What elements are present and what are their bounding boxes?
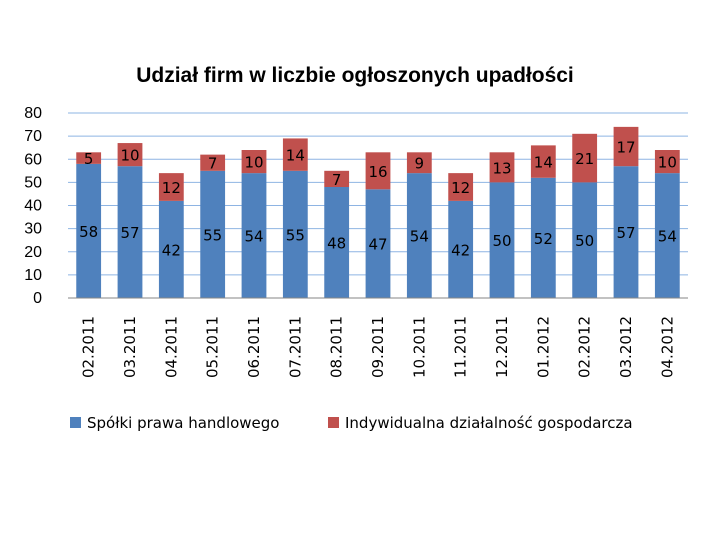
data-label: 9	[415, 155, 425, 173]
data-label: 54	[658, 228, 677, 246]
data-label: 54	[410, 228, 429, 246]
bar-indywidualna	[489, 152, 515, 183]
data-label: 54	[244, 228, 263, 246]
bar-spolki	[200, 170, 226, 298]
y-tick-label: 40	[24, 198, 42, 215]
x-tick-label: 04.2012	[658, 316, 676, 378]
bar-spolki	[489, 182, 515, 298]
x-tick-label: 02.2011	[80, 316, 98, 378]
data-label: 58	[79, 223, 98, 241]
bars	[76, 126, 680, 298]
bar-indywidualna	[530, 145, 556, 178]
bar-spolki	[117, 166, 143, 298]
data-label: 55	[286, 226, 305, 244]
data-label: 48	[327, 235, 346, 253]
data-label: 10	[244, 154, 263, 172]
bar-spolki	[406, 173, 432, 298]
legend: Spółki prawa handlowego Indywidualna dzi…	[70, 414, 633, 432]
data-label: 47	[368, 236, 387, 254]
bar-spolki	[158, 200, 184, 298]
y-tick-label: 30	[24, 221, 42, 238]
x-tick-label: 08.2011	[328, 316, 346, 378]
data-label: 7	[208, 155, 218, 173]
data-label: 10	[120, 147, 139, 165]
data-labels: 5855710421255754105514487471654942125013…	[79, 139, 677, 260]
x-tick-label: 01.2012	[534, 316, 552, 378]
bar-spolki	[654, 173, 680, 298]
legend-swatch-indywidualna	[328, 417, 339, 428]
bar-spolki	[613, 166, 639, 298]
bar-indywidualna	[282, 138, 308, 171]
legend-swatch-spolki	[70, 417, 81, 428]
chart-title: Udział firm w liczbie ogłoszonych upadło…	[136, 64, 574, 87]
y-tick-label: 50	[24, 174, 42, 191]
data-label: 50	[492, 232, 511, 250]
data-label: 55	[203, 226, 222, 244]
bar-spolki	[365, 189, 391, 298]
x-tick-label: 02.2012	[576, 316, 594, 378]
bar-indywidualna	[324, 170, 350, 187]
bar-indywidualna	[365, 152, 391, 190]
bar-spolki	[324, 187, 350, 298]
x-tick-label: 07.2011	[286, 316, 304, 378]
x-tick-label: 11.2011	[452, 316, 470, 378]
bar-indywidualna	[117, 143, 143, 167]
y-tick-label: 60	[24, 151, 42, 168]
bar-indywidualna	[406, 152, 432, 174]
x-tick-label: 09.2011	[369, 316, 387, 378]
data-label: 21	[575, 150, 594, 168]
bar-spolki	[448, 200, 474, 298]
data-label: 14	[286, 147, 305, 165]
data-label: 17	[616, 139, 635, 157]
data-label: 7	[332, 171, 342, 189]
data-label: 16	[368, 163, 387, 181]
bar-indywidualna	[200, 154, 226, 171]
x-tick-label: 06.2011	[245, 316, 263, 378]
bar-indywidualna	[613, 126, 639, 167]
y-tick-label: 80	[24, 105, 42, 122]
data-label: 12	[162, 179, 181, 197]
data-label: 12	[451, 179, 470, 197]
x-axis-ticks: 02.2011 03.2011 04.2011 05.2011 06.2011 07.20…	[80, 316, 677, 378]
bar-indywidualna	[654, 150, 680, 174]
data-label: 10	[658, 154, 677, 172]
y-tick-label: 0	[33, 290, 42, 307]
data-label: 42	[162, 241, 181, 259]
data-label: 5	[84, 150, 94, 168]
bar-indywidualna	[448, 173, 474, 201]
bar-spolki	[241, 173, 267, 298]
bar-indywidualna	[241, 150, 267, 174]
y-tick-label: 10	[24, 267, 42, 284]
bar-indywidualna	[158, 173, 184, 201]
x-tick-label: 05.2011	[204, 316, 222, 378]
data-label: 57	[616, 224, 635, 242]
data-label: 50	[575, 232, 594, 250]
y-tick-label: 20	[24, 244, 42, 261]
x-tick-label: 10.2011	[410, 316, 428, 378]
x-tick-label: 04.2011	[162, 316, 180, 378]
data-label: 52	[534, 230, 553, 248]
bar-spolki	[530, 177, 556, 298]
data-label: 42	[451, 241, 470, 259]
bar-indywidualna	[572, 133, 598, 183]
data-label: 57	[120, 224, 139, 242]
data-label: 13	[492, 159, 511, 177]
x-tick-label: 03.2011	[121, 316, 139, 378]
bar-spolki	[76, 163, 102, 298]
legend-label-indywidualna: Indywidualna działalność gospodarcza	[345, 414, 633, 432]
data-label: 14	[534, 154, 553, 172]
legend-label-spolki: Spółki prawa handlowego	[87, 414, 279, 432]
bar-indywidualna	[76, 152, 102, 164]
y-axis-ticks: 0 10 20 30 40 50 60 70 80	[24, 105, 42, 307]
bar-spolki	[572, 182, 598, 298]
bar-spolki	[282, 170, 308, 298]
x-tick-label: 03.2012	[617, 316, 635, 378]
x-tick-label: 12.2011	[493, 316, 511, 378]
y-tick-label: 70	[24, 128, 42, 145]
